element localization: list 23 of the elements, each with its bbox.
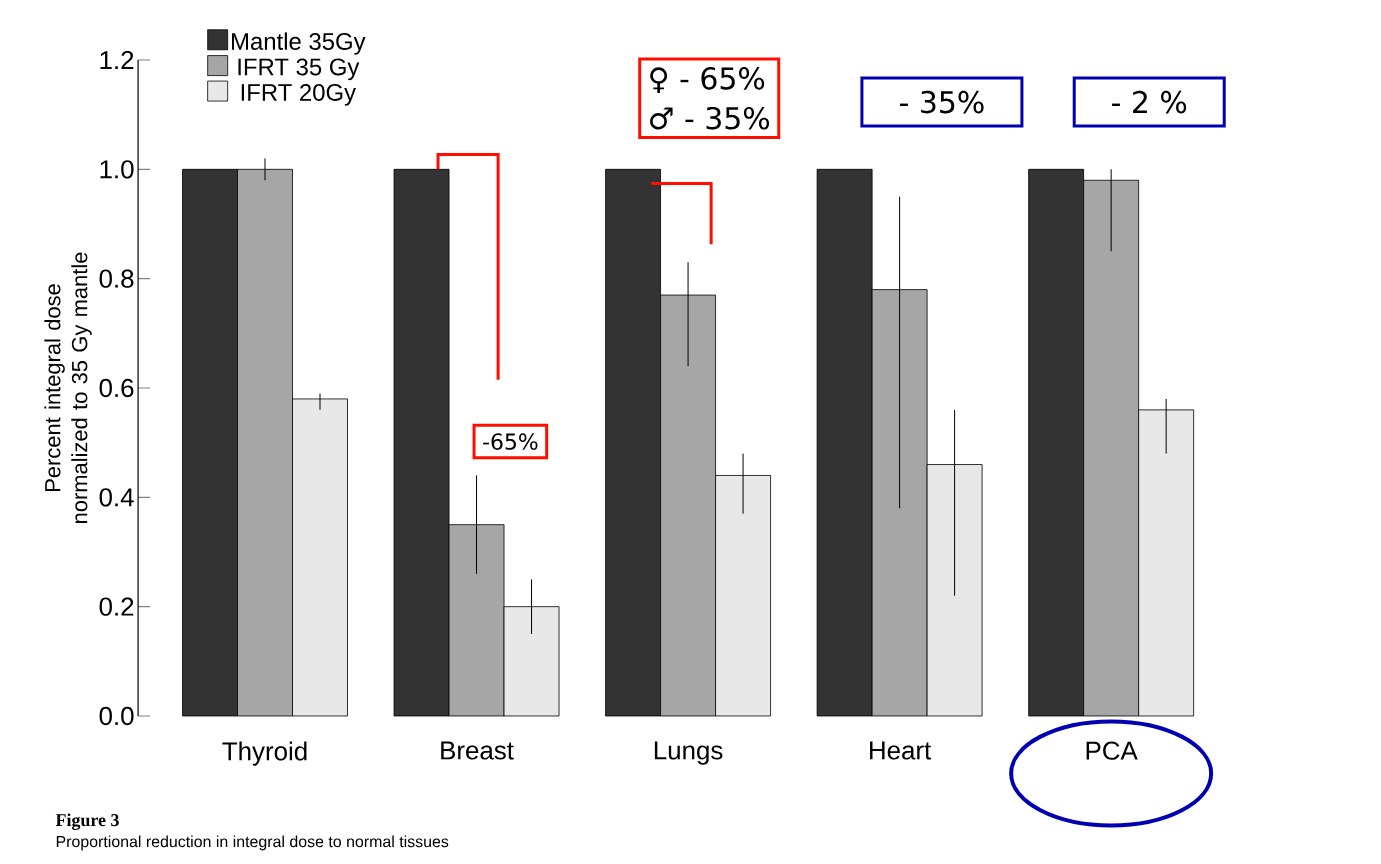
y-tick-label: 1.0 (100, 160, 134, 179)
x-tick-label: Breast (441, 741, 514, 760)
y-tick-label: 0.4 (99, 488, 134, 507)
x-tick-label: Lungs (654, 741, 723, 765)
caption: Figure 3 (55, 813, 119, 830)
annotation: ♂ - 35% (650, 106, 770, 130)
y-axis-title: Percent integral dose normalized to 35 Gy mantle (44, 252, 92, 523)
annotation: -65% (483, 433, 538, 450)
y-tick-label: 0.0 (99, 706, 134, 726)
annotation: ♀ - 65% (650, 67, 765, 93)
annotation: - 2 % (1112, 90, 1187, 114)
x-tick-label: Heart (870, 741, 932, 760)
y-tick-label: 1.2 (100, 50, 134, 70)
legend-label: Mantle 35Gy (232, 32, 366, 55)
y-tick-label: 0.6 (99, 378, 134, 398)
y-tick-label: 0.2 (99, 597, 134, 616)
y-tick-label: 0.8 (99, 269, 134, 288)
text: Proportional reduction in integral dose to normal tissues (56, 835, 449, 851)
x-tick-label: PCA (1086, 741, 1138, 760)
legend-label: IFRT 20Gy (241, 83, 357, 106)
annotation: - 35% (900, 90, 984, 114)
x-tick-label: Thyroid (222, 741, 307, 766)
legend-label: IFRT 35 Gy (238, 58, 360, 81)
